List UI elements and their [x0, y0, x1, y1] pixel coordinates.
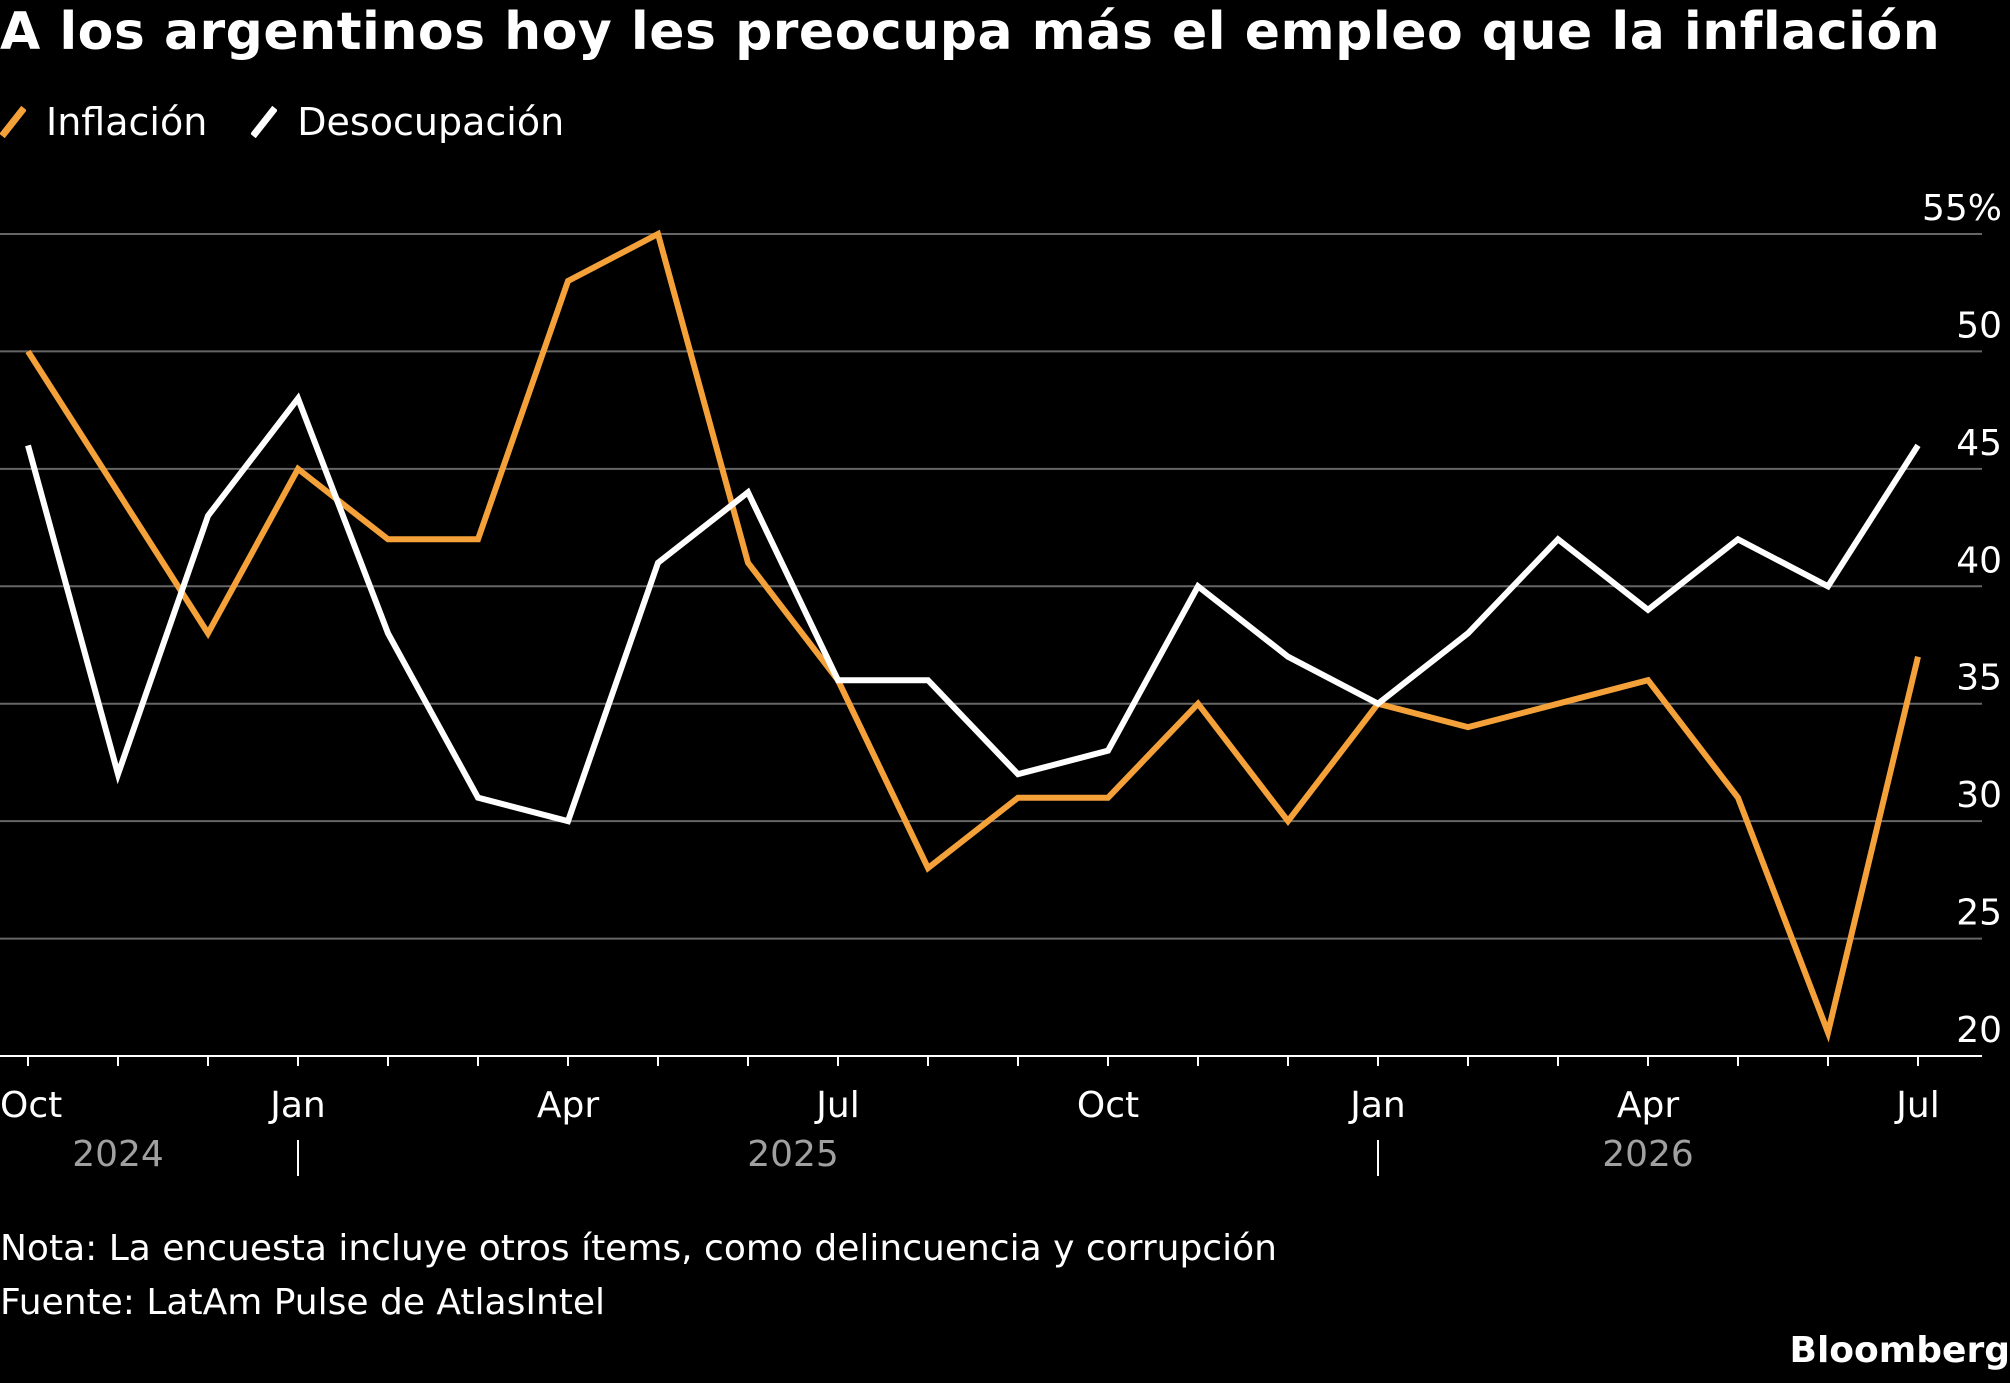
note-text: Nota: La encuesta incluye otros ítems, c… [0, 1228, 1277, 1269]
y-tick-label-20: 20 [1956, 1010, 2002, 1051]
legend-item-desocupacion: Desocupación [251, 100, 564, 144]
y-tick-label-30: 30 [1956, 775, 2002, 816]
x-tick-label-2024-10: Oct [0, 1085, 62, 1126]
x-tick-label-2025-10: Oct [1077, 1085, 1139, 1126]
y-tick-label-55: 55% [1922, 188, 2002, 229]
year-label-2026: 2026 [1602, 1134, 1694, 1175]
y-tick-label-35: 35 [1956, 658, 2002, 699]
x-tick-label-2026-01: Jan [1348, 1085, 1406, 1126]
legend-swatch-desocupacion [251, 106, 278, 138]
legend: Inflación Desocupación [0, 100, 608, 144]
x-tick-label-2025-01: Jan [268, 1085, 326, 1126]
legend-label-desocupacion: Desocupación [297, 100, 565, 144]
year-label-2025: 2025 [747, 1134, 839, 1175]
x-tick-label-2026-07: Jul [1894, 1085, 1939, 1126]
x-tick-label-2025-04: Apr [537, 1085, 599, 1126]
y-tick-label-50: 50 [1956, 305, 2002, 346]
year-label-2024: 2024 [72, 1134, 164, 1175]
y-tick-label-25: 25 [1956, 893, 2002, 934]
y-tick-label-40: 40 [1956, 540, 2002, 581]
legend-swatch-inflacion [0, 106, 26, 138]
legend-label-inflacion: Inflación [46, 100, 208, 144]
x-tick-label-2026-04: Apr [1617, 1085, 1679, 1126]
notes: Nota: La encuesta incluye otros ítems, c… [0, 1222, 1277, 1330]
legend-swatch-desocupacion-line [251, 106, 278, 138]
legend-item-inflacion: Inflación [0, 100, 207, 144]
series-line-desocupacion [25, 392, 1921, 825]
source-text: Fuente: LatAm Pulse de AtlasIntel [0, 1282, 606, 1323]
chart-title: A los argentinos hoy les preocupa más el… [0, 2, 1941, 62]
legend-swatch-inflacion-line [0, 106, 26, 138]
brand-logo: Bloomberg [1789, 1330, 2010, 1371]
series-line-inflacion [25, 229, 1921, 1043]
x-tick-label-2025-07: Jul [814, 1085, 859, 1126]
y-tick-label-45: 45 [1956, 423, 2002, 464]
